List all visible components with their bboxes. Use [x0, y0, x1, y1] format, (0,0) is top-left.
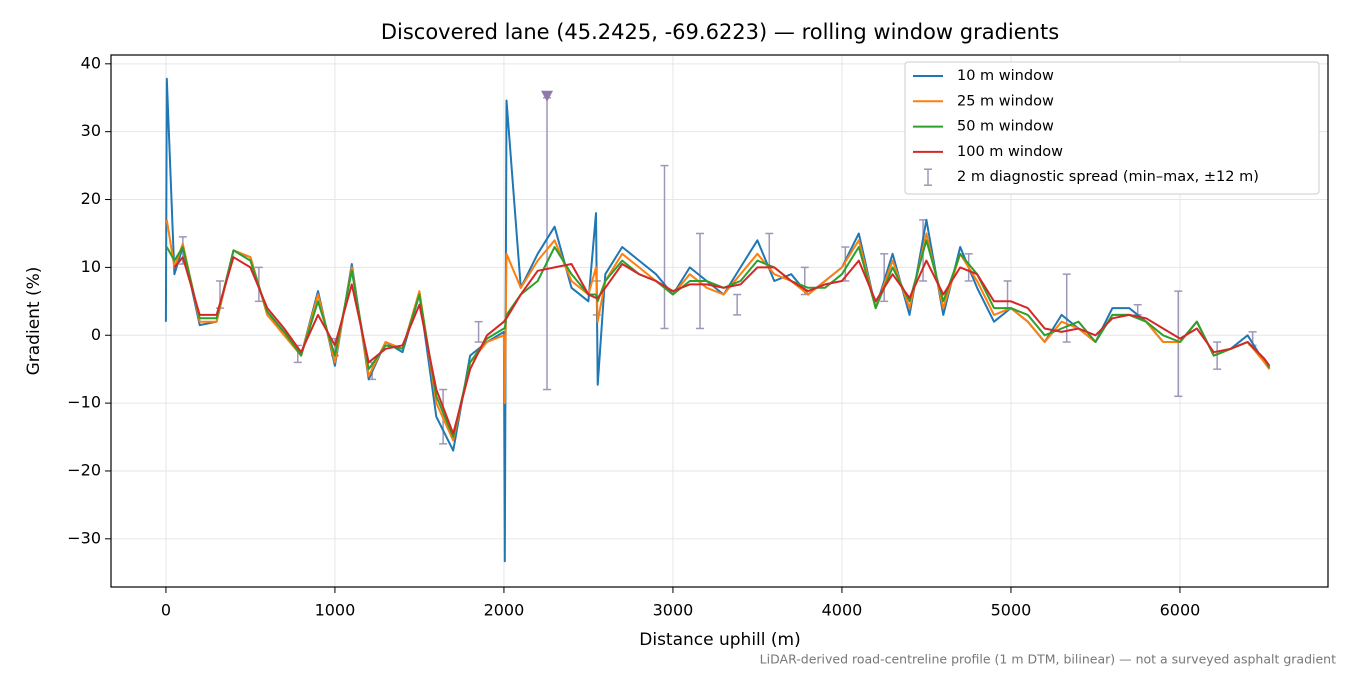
error-bar [474, 320, 483, 343]
x-tick-label: 6000 [1160, 601, 1201, 620]
x-axis-label: Distance uphill (m) [639, 630, 800, 650]
legend-label: 2 m diagnostic spread (min–max, ±12 m) [957, 169, 1259, 185]
x-tick-label: 2000 [484, 601, 525, 620]
error-bar [1174, 290, 1183, 398]
y-tick-label: 10 [81, 257, 101, 276]
legend-box [904, 61, 1320, 195]
x-tick-label: 4000 [822, 601, 863, 620]
legend-label: 100 m window [957, 144, 1063, 160]
error-bar [1003, 280, 1012, 309]
y-tick-label: −30 [67, 528, 101, 547]
clip-marker [541, 90, 554, 102]
error-bar [1213, 341, 1222, 370]
y-tick-label: −10 [67, 393, 101, 412]
footnote: LiDAR-derived road-centreline profile (1… [760, 652, 1336, 667]
x-tick-label: 0 [161, 601, 171, 620]
y-tick-label: 30 [81, 121, 101, 140]
y-tick-label: 0 [91, 325, 101, 344]
y-axis-label: Gradient (%) [24, 267, 44, 376]
x-tick-label: 3000 [653, 601, 694, 620]
error-bar [660, 164, 669, 330]
legend-label: 50 m window [957, 119, 1054, 135]
error-bar [733, 293, 742, 316]
y-tick-label: 40 [81, 53, 101, 72]
legend-label: 10 m window [957, 68, 1054, 84]
x-tick-label: 1000 [315, 601, 356, 620]
legend-label: 25 m window [957, 93, 1054, 109]
legend: 10 m window 25 m window 50 m window 100 m w… [904, 61, 1320, 195]
y-tick-label: 20 [81, 189, 101, 208]
series-line [173, 256, 1271, 435]
y-tick-label: −20 [67, 460, 101, 479]
series-line [165, 219, 1271, 442]
plot-frame [110, 54, 1329, 588]
x-tick-label: 5000 [991, 601, 1032, 620]
chart-title: Discovered lane (45.2425, -69.6223) — ro… [381, 20, 1059, 44]
